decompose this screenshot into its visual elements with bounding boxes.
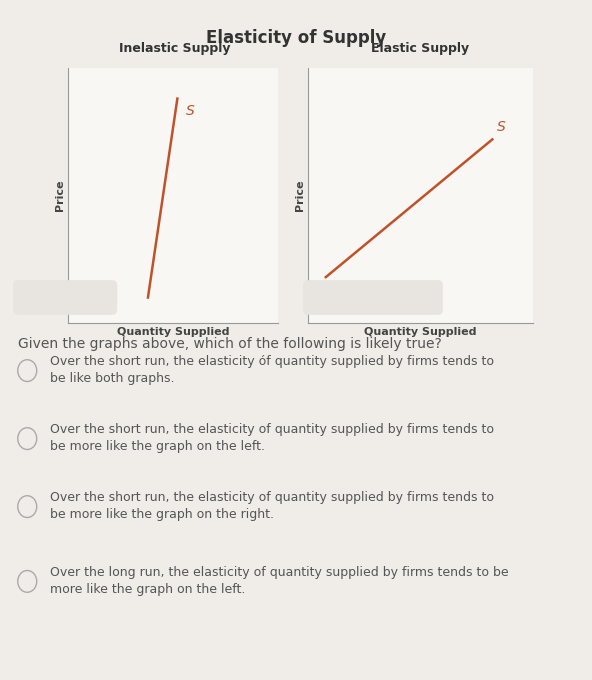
Text: Elasticity of Supply: Elasticity of Supply xyxy=(206,29,386,46)
Text: Inelastic Supply: Inelastic Supply xyxy=(119,42,230,55)
Text: Elastic Supply: Elastic Supply xyxy=(371,42,469,55)
Y-axis label: Price: Price xyxy=(55,180,65,211)
Y-axis label: Price: Price xyxy=(295,180,305,211)
Text: S: S xyxy=(186,104,195,118)
X-axis label: Quantity Supplied: Quantity Supplied xyxy=(364,327,477,337)
X-axis label: Quantity Supplied: Quantity Supplied xyxy=(117,327,230,337)
Text: Over the short run, the elasticity óf quantity supplied by firms tends to
be lik: Over the short run, the elasticity óf qu… xyxy=(50,355,494,386)
Text: Given the graphs above, which of the following is likely true?: Given the graphs above, which of the fol… xyxy=(18,337,442,351)
Text: S: S xyxy=(497,120,506,134)
Text: Over the short run, the elasticity of quantity supplied by firms tends to
be mor: Over the short run, the elasticity of qu… xyxy=(50,423,494,454)
Text: Over the long run, the elasticity of quantity supplied by firms tends to be
more: Over the long run, the elasticity of qua… xyxy=(50,566,509,596)
Text: Over the short run, the elasticity of quantity supplied by firms tends to
be mor: Over the short run, the elasticity of qu… xyxy=(50,491,494,522)
